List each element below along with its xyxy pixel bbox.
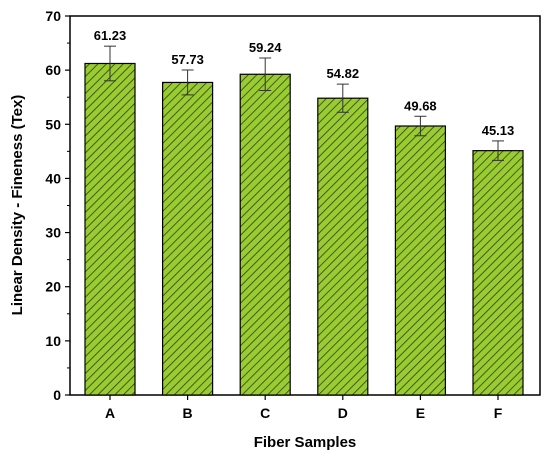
- data-label-B: 57.73: [171, 52, 204, 67]
- error-bar-B: [181, 69, 194, 96]
- y-tick-label-0: 0: [53, 387, 61, 403]
- x-tick-label-B: B: [183, 405, 193, 421]
- y-axis-title: Linear Density - Fineness (Tex): [9, 95, 26, 316]
- data-label-A: 61.23: [94, 28, 127, 43]
- y-tick-label-40: 40: [45, 170, 61, 186]
- error-bar-A: [104, 45, 116, 82]
- error-bar-D: [336, 83, 349, 113]
- y-tick-label-50: 50: [45, 116, 61, 132]
- bar-C: [239, 73, 291, 396]
- y-tick-label-10: 10: [45, 333, 61, 349]
- error-bar-E: [414, 115, 427, 137]
- error-bar-F: [492, 140, 504, 161]
- bar-F: [472, 150, 524, 396]
- error-bars-group: [104, 45, 504, 161]
- bar-B: [162, 81, 214, 396]
- y-tick-label-20: 20: [45, 279, 61, 295]
- x-tick-label-F: F: [494, 405, 503, 421]
- data-label-E: 49.68: [404, 98, 437, 113]
- data-labels-group: 61.23 57.73 59.24 54.82 49.68 45.13: [94, 28, 515, 138]
- y-tick-label-30: 30: [45, 225, 61, 241]
- x-axis: A B C D E F: [105, 395, 503, 421]
- x-tick-label-E: E: [416, 405, 425, 421]
- bar-D: [317, 97, 369, 396]
- error-bar-C: [259, 57, 272, 92]
- x-tick-label-D: D: [338, 405, 348, 421]
- y-axis: 0 10 20 30 40 50 60 70: [45, 8, 70, 403]
- x-tick-label-C: C: [260, 405, 270, 421]
- plot-area-frame: [69, 15, 541, 396]
- y-tick-label-60: 60: [45, 62, 61, 78]
- bar-E: [394, 125, 446, 396]
- bars-group: [84, 62, 524, 396]
- y-tick-label-70: 70: [45, 8, 61, 24]
- x-axis-title: Fiber Samples: [254, 434, 357, 451]
- data-label-D: 54.82: [327, 66, 360, 81]
- bar-A: [84, 62, 136, 396]
- x-tick-label-A: A: [105, 405, 115, 421]
- data-label-F: 45.13: [482, 123, 515, 138]
- data-label-C: 59.24: [249, 40, 282, 55]
